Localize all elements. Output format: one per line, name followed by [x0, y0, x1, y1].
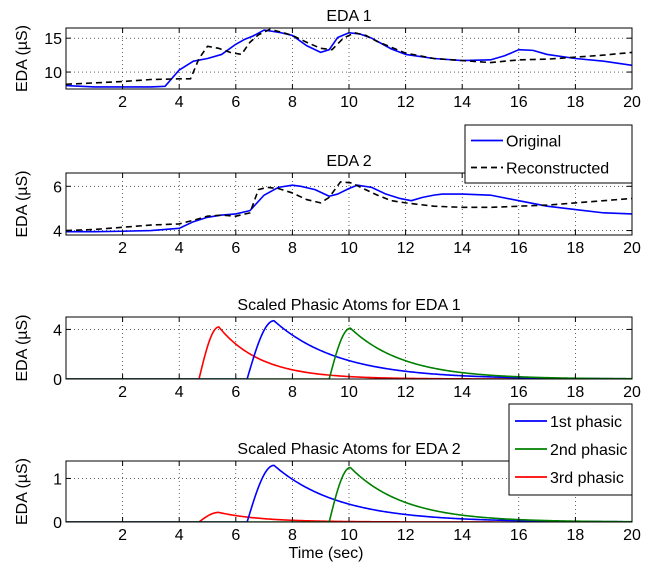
x-tick-label: 12	[397, 94, 415, 111]
subplot-3: 2 4 6 8 10 12 14 16 18 20 0 4 Scaled Phasic Atoms fo…	[14, 297, 641, 401]
legend-label: 1st phasic	[550, 414, 622, 431]
series-line-original	[66, 184, 632, 233]
x-tick-label: 14	[453, 527, 471, 544]
x-tick-label: 10	[340, 240, 358, 257]
x-tick-label: 20	[623, 240, 641, 257]
series-line-2nd-phasic	[66, 327, 632, 379]
series-group	[66, 28, 632, 88]
x-tick-label: 14	[453, 384, 471, 401]
x-tick-label: 18	[567, 94, 585, 111]
shared-xlabel: Time (sec)	[289, 545, 364, 562]
x-tick-label: 4	[175, 240, 184, 257]
legend-label: Reconstructed	[506, 161, 609, 178]
series-line-reconstructed	[66, 28, 632, 86]
x-tick-label: 16	[510, 384, 528, 401]
x-tick-label: 12	[397, 240, 415, 257]
y-tick-label: 0	[53, 515, 62, 532]
x-tick-label: 8	[288, 240, 297, 257]
x-tick-label: 10	[340, 527, 358, 544]
x-tick-label: 2	[118, 384, 127, 401]
x-tick-label: 12	[397, 527, 415, 544]
y-tick-label: 4	[53, 224, 62, 241]
legend-label: Original	[506, 134, 561, 151]
x-tick-label: 18	[567, 240, 585, 257]
x-tick-label: 16	[510, 527, 528, 544]
x-tick-label: 14	[453, 240, 471, 257]
series-group	[66, 181, 632, 233]
x-tick-label: 20	[623, 384, 641, 401]
series-line-2nd-phasic	[66, 466, 632, 522]
x-tick-label: 10	[340, 94, 358, 111]
x-tick-label: 14	[453, 94, 471, 111]
grid	[66, 317, 632, 379]
x-tick-label: 8	[288, 527, 297, 544]
x-tick-label: 2	[118, 240, 127, 257]
y-axis-label: EDA (µS)	[14, 314, 31, 381]
subplot-4: 2 4 6 8 10 12 14 16 18 20 0 1 Scaled Phasic Atoms fo…	[14, 441, 641, 544]
x-tick-label: 4	[175, 384, 184, 401]
y-axis-label: EDA (µS)	[14, 25, 31, 92]
x-tick-label: 6	[231, 94, 240, 111]
x-tick-label: 6	[231, 384, 240, 401]
series-line-3rd-phasic	[66, 326, 632, 379]
x-tick-label: 8	[288, 384, 297, 401]
subplot-title: Scaled Phasic Atoms for EDA 1	[237, 297, 460, 314]
y-tick-label: 6	[53, 179, 62, 196]
x-tick-label: 6	[231, 527, 240, 544]
subplot-1: 2 4 6 8 10 12 14 16 18 20 10 15 EDA 1 EDA (µS)	[14, 8, 641, 111]
x-tick-label: 12	[397, 384, 415, 401]
y-tick-label: 4	[53, 322, 62, 339]
x-tick-label: 20	[623, 94, 641, 111]
legend-box	[464, 124, 633, 184]
y-tick-label: 10	[44, 65, 62, 82]
y-tick-label: 15	[44, 31, 62, 48]
x-tick-label: 4	[175, 94, 184, 111]
x-tick-label: 8	[288, 94, 297, 111]
legend-phasic: 1st phasic 2nd phasic 3rd phasic	[508, 403, 633, 496]
x-tick-label: 4	[175, 527, 184, 544]
x-tick-label: 18	[567, 384, 585, 401]
y-axis-label: EDA (µS)	[14, 458, 31, 525]
legend-reconstruction: Original Reconstructed	[464, 124, 633, 184]
x-tick-label: 20	[623, 527, 641, 544]
x-tick-label: 2	[118, 94, 127, 111]
subplot-title: EDA 1	[326, 8, 371, 25]
x-tick-label: 16	[510, 240, 528, 257]
x-tick-label: 16	[510, 94, 528, 111]
y-tick-label: 0	[53, 372, 62, 389]
series-line-reconstructed	[66, 181, 632, 232]
x-tick-label: 6	[231, 240, 240, 257]
y-tick-label: 1	[53, 471, 62, 488]
legend-label: 2nd phasic	[550, 442, 627, 459]
x-tick-label: 10	[340, 384, 358, 401]
x-tick-label: 18	[567, 527, 585, 544]
subplot-title: EDA 2	[326, 153, 371, 170]
legend-label: 3rd phasic	[550, 470, 624, 487]
y-axis-label: EDA (µS)	[14, 170, 31, 237]
subplot-2: 2 4 6 8 10 12 14 16 18 20 4 6 EDA 2 EDA (µS)	[14, 153, 641, 257]
x-tick-label: 2	[118, 527, 127, 544]
subplot-title: Scaled Phasic Atoms for EDA 2	[237, 441, 460, 458]
series-line-original	[66, 29, 632, 88]
